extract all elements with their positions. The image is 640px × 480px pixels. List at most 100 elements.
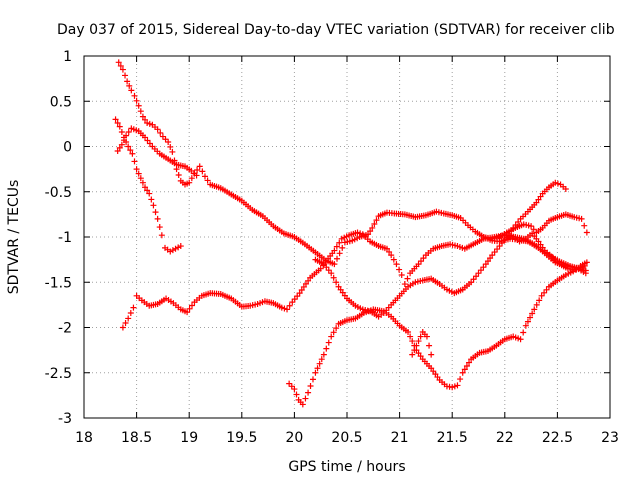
data-point-marker	[119, 324, 126, 331]
data-point-marker	[286, 380, 293, 387]
data-point-marker	[120, 137, 127, 144]
data-point-marker	[489, 252, 496, 259]
data-point-marker	[522, 322, 529, 329]
data-point-marker	[156, 224, 163, 231]
data-point-marker	[491, 249, 498, 256]
data-point-marker	[122, 72, 129, 79]
data-series	[112, 59, 590, 408]
y-tick-label: -2	[58, 321, 72, 337]
data-point-marker	[299, 401, 306, 408]
data-point-marker	[405, 329, 412, 336]
data-point-marker	[538, 292, 545, 299]
data-point-marker	[325, 267, 332, 274]
data-point-marker	[296, 290, 303, 297]
data-point-marker	[189, 302, 196, 309]
y-tick-label: -1.5	[45, 275, 72, 291]
data-point-marker	[135, 170, 142, 177]
data-point-marker	[536, 297, 543, 304]
data-point-marker	[541, 289, 548, 296]
data-point-marker	[426, 342, 433, 349]
data-point-marker	[582, 270, 589, 277]
data-point-marker	[167, 143, 174, 150]
data-point-marker	[339, 244, 346, 251]
x-tick-label: 20.5	[331, 430, 362, 446]
data-point-marker	[293, 391, 300, 398]
data-point-marker	[543, 286, 550, 293]
data-point-marker	[336, 250, 343, 257]
data-point-marker	[369, 224, 376, 231]
data-point-marker	[328, 333, 335, 340]
y-axis-label: SDTVAR / TECUs	[6, 180, 22, 295]
data-point-marker	[194, 167, 201, 174]
data-point-marker	[309, 376, 316, 383]
data-point-marker	[201, 173, 208, 180]
data-point-marker	[451, 383, 458, 390]
data-point-marker	[371, 221, 378, 228]
data-point-marker	[428, 351, 435, 358]
data-point-marker	[318, 356, 325, 363]
data-point-marker	[498, 240, 505, 247]
data-point-marker	[390, 256, 397, 263]
data-point-marker	[281, 305, 288, 312]
data-point-marker	[204, 177, 211, 184]
data-point-marker	[413, 342, 420, 349]
data-point-marker	[157, 129, 164, 136]
data-point-marker	[314, 365, 321, 372]
data-point-marker	[333, 243, 340, 250]
data-point-marker	[300, 283, 307, 290]
data-point-marker	[530, 226, 537, 233]
data-point-marker	[415, 350, 422, 357]
x-tick-label: 20	[285, 430, 303, 446]
data-point-marker	[144, 187, 151, 194]
data-point-marker	[537, 241, 544, 248]
data-point-marker	[288, 383, 295, 390]
data-point-marker	[533, 301, 540, 308]
data-point-marker	[529, 310, 536, 317]
data-point-marker	[417, 258, 424, 265]
data-point-marker	[533, 199, 540, 206]
data-point-marker	[386, 248, 393, 255]
data-point-marker	[520, 329, 527, 336]
data-point-marker	[482, 261, 489, 268]
data-point-marker	[477, 267, 484, 274]
data-point-marker	[393, 261, 400, 268]
data-point-marker	[331, 247, 338, 254]
data-point-marker	[126, 82, 133, 89]
y-tick-label: -0.5	[45, 185, 72, 201]
data-point-marker	[333, 325, 340, 332]
data-point-marker	[531, 306, 538, 313]
data-point-marker	[114, 148, 121, 155]
data-point-marker	[539, 244, 546, 251]
data-point-marker	[535, 196, 542, 203]
data-point-marker	[289, 299, 296, 306]
data-point-marker	[169, 247, 176, 254]
data-point-marker	[125, 315, 132, 322]
data-point-marker	[146, 120, 153, 127]
satellite-track-9	[496, 229, 588, 273]
data-point-marker	[583, 229, 590, 236]
data-point-marker	[167, 248, 174, 255]
data-point-marker	[154, 126, 161, 133]
data-point-marker	[119, 66, 126, 73]
data-point-marker	[517, 336, 524, 343]
data-point-marker	[449, 384, 456, 391]
data-point-marker	[496, 243, 503, 250]
data-point-marker	[404, 275, 411, 282]
data-point-marker	[131, 92, 138, 99]
data-point-marker	[112, 116, 119, 123]
data-point-marker	[334, 255, 341, 262]
data-point-marker	[154, 215, 161, 222]
data-point-marker	[184, 309, 191, 316]
data-point-marker	[423, 333, 430, 340]
data-point-marker	[515, 218, 522, 225]
satellite-track-7	[409, 329, 435, 358]
data-point-marker	[169, 148, 176, 155]
data-point-marker	[468, 279, 475, 286]
data-point-marker	[165, 138, 172, 145]
data-point-marker	[122, 319, 129, 326]
y-tick-label: -1	[58, 230, 72, 246]
x-tick-label: 22	[496, 430, 514, 446]
y-tick-label: 0.5	[50, 94, 72, 110]
data-point-marker	[118, 141, 125, 148]
data-point-marker	[186, 305, 193, 312]
